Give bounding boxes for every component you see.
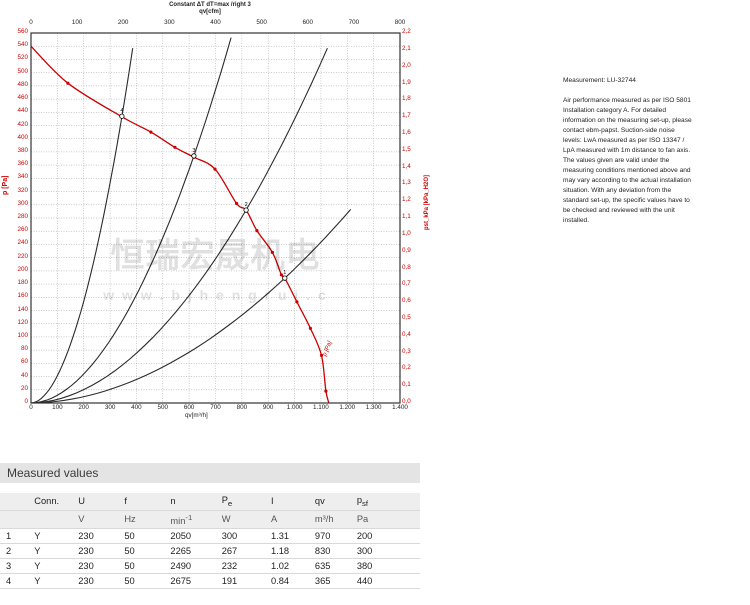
- svg-text:3: 3: [192, 148, 195, 154]
- svg-text:2: 2: [245, 202, 248, 208]
- svg-text:4: 4: [120, 108, 123, 114]
